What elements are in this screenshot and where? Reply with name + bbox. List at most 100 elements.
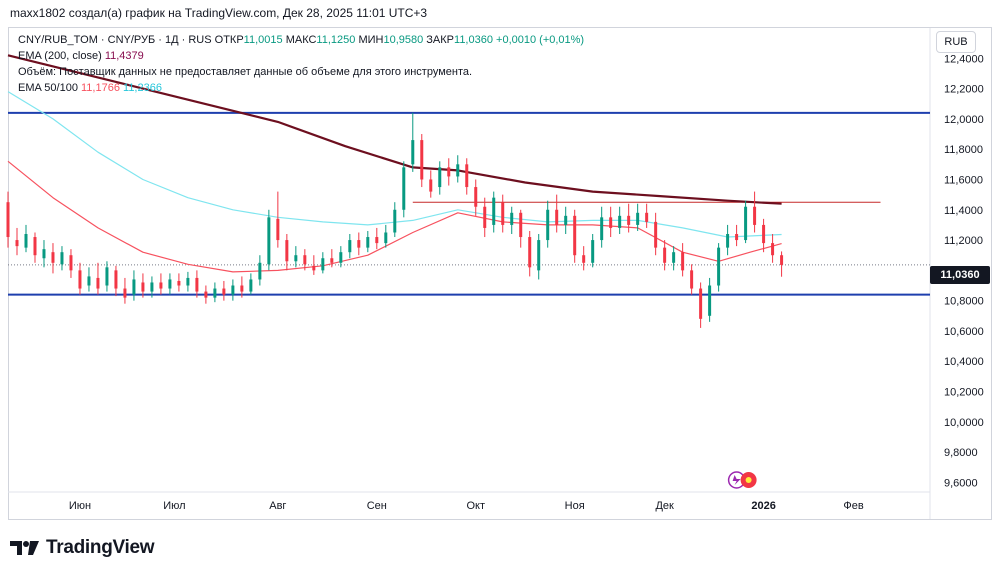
candle-body	[465, 164, 469, 188]
candle-body	[69, 255, 73, 271]
volume-note: Объём: Поставщик данных не предоставляет…	[18, 66, 473, 78]
candle-body	[681, 252, 685, 271]
y-tick-label: 11,8000	[944, 144, 983, 156]
candle-body	[123, 288, 127, 298]
candle-body	[105, 267, 109, 286]
y-tick-label: 11,2000	[944, 235, 983, 247]
high-value: 11,1250	[316, 34, 356, 46]
candle-body	[231, 285, 235, 295]
x-tick-label: Фев	[843, 500, 863, 512]
ema200-row[interactable]: EMA (200, close) 11,4379	[18, 48, 584, 64]
candle-body	[15, 240, 19, 247]
candle-body	[132, 279, 136, 295]
x-tick-label: 2026	[751, 500, 775, 512]
candle-body	[582, 255, 586, 263]
candle-body	[555, 209, 559, 225]
candle-body	[537, 240, 541, 271]
open-value: 11,0015	[243, 34, 283, 46]
candle-body	[222, 288, 226, 295]
candle-body	[474, 187, 478, 207]
high-label: МАКС	[285, 34, 317, 46]
candle-body	[735, 234, 739, 241]
y-tick-label: 10,6000	[944, 326, 984, 338]
candle-body	[420, 140, 424, 180]
candle-body	[294, 255, 298, 262]
candle-body	[456, 164, 460, 177]
y-tick-label: 9,8000	[944, 447, 978, 459]
candle-body	[708, 285, 712, 316]
candle-body	[249, 279, 253, 292]
candle-body	[699, 288, 703, 319]
candle-body	[168, 279, 172, 289]
x-tick-label: Дек	[655, 500, 674, 512]
symbol-label[interactable]: CNY/RUB_TOM · CNY/РУБ · 1Д · RUS	[18, 34, 212, 46]
candle-body	[33, 237, 37, 256]
candle-body	[24, 234, 28, 248]
candle-body	[159, 282, 163, 289]
candle-body	[573, 215, 577, 256]
candle-body	[96, 277, 100, 289]
candle-body	[51, 252, 55, 263]
currency-button[interactable]: RUB	[936, 31, 976, 53]
close-value: 11,0360	[454, 34, 493, 46]
candle-body	[528, 237, 532, 268]
candle-body	[510, 212, 514, 225]
candle-body	[258, 262, 262, 280]
chart-legend: CNY/RUB_TOM · CNY/РУБ · 1Д · RUS ОТКР11,…	[18, 32, 584, 96]
ema50-100-row[interactable]: EMA 50/100 11,1766 11,2366	[18, 80, 584, 96]
candle-body	[672, 252, 676, 263]
candle-body	[393, 209, 397, 233]
candle-body	[690, 270, 694, 289]
candle-body	[663, 247, 667, 263]
candle-body	[780, 255, 784, 265]
candle-body	[492, 197, 496, 225]
x-tick-label: Июл	[163, 500, 185, 512]
chart-frame	[8, 27, 992, 520]
candle-body	[78, 270, 82, 289]
candle-body	[330, 258, 334, 263]
candle-body	[483, 206, 487, 228]
candle-body	[339, 252, 343, 263]
ema200-value: 11,4379	[104, 50, 144, 62]
close-label: ЗАКР	[426, 34, 455, 46]
candle-body	[204, 291, 208, 298]
candle-body	[501, 202, 505, 225]
candle-body	[609, 217, 613, 228]
change-value: +0,0010 (+0,01%)	[496, 34, 585, 46]
ema100-value: 11,2366	[123, 82, 162, 94]
candle-body	[60, 252, 64, 265]
candle-body	[744, 206, 748, 241]
x-tick-label: Авг	[269, 500, 286, 512]
brand-name: TradingView	[46, 537, 155, 558]
candle-body	[438, 167, 442, 188]
lightning-icon	[732, 475, 741, 485]
candle-body	[285, 240, 289, 262]
candle-body	[771, 243, 775, 256]
candle-body	[429, 179, 433, 192]
candle-body	[348, 240, 352, 253]
candle-body	[87, 276, 91, 286]
candle-body	[177, 280, 181, 286]
flag-icon-star	[745, 477, 752, 483]
candle-body	[600, 217, 604, 241]
candle-body	[411, 140, 415, 165]
y-tick-label: 10,0000	[944, 417, 984, 429]
x-tick-label: Окт	[466, 500, 485, 512]
candle-body	[114, 270, 118, 289]
candle-body	[717, 247, 721, 286]
candle-body	[267, 217, 271, 265]
y-tick-label: 9,6000	[944, 477, 978, 489]
candle-body	[402, 167, 406, 210]
y-tick-label: 10,4000	[944, 356, 984, 368]
low-label: МИН	[358, 34, 384, 46]
candle-body	[546, 209, 550, 241]
tradingview-logo-icon	[10, 541, 39, 555]
last-price-tag: 11,0360	[930, 266, 990, 284]
low-value: 10,9580	[383, 34, 424, 46]
y-tick-label: 11,4000	[944, 205, 983, 217]
x-tick-label: Сен	[367, 500, 387, 512]
brand[interactable]: TradingView	[10, 536, 155, 560]
y-tick-label: 11,6000	[944, 174, 983, 186]
candle-body	[564, 215, 568, 225]
